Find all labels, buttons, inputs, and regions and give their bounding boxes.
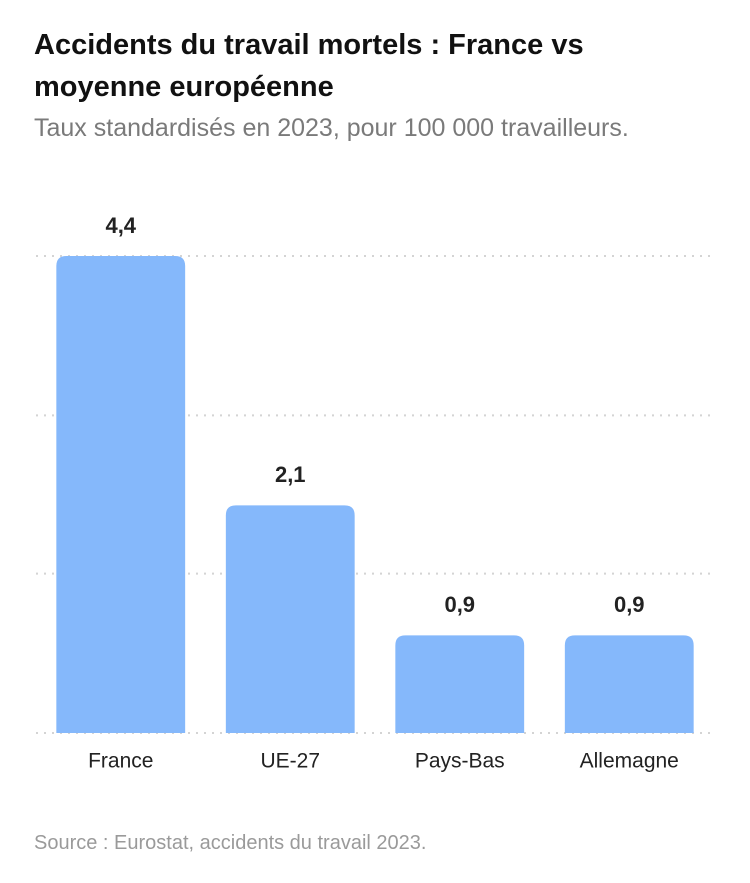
- value-label: 2,1: [275, 462, 306, 487]
- value-label: 0,9: [614, 592, 645, 617]
- value-label: 0,9: [444, 592, 475, 617]
- chart-title: Accidents du travail mortels : France vs…: [34, 29, 584, 103]
- bar: [564, 635, 694, 733]
- x-tick-label: Allemagne: [580, 750, 679, 773]
- x-tick-label: France: [88, 750, 153, 773]
- bar: [56, 256, 186, 733]
- x-tick-label: UE-27: [260, 750, 320, 773]
- x-tick-label: Pays-Bas: [415, 750, 505, 773]
- source-note: Source : Eurostat, accidents du travail …: [34, 832, 427, 854]
- bar: [395, 635, 525, 733]
- bar: [225, 505, 355, 733]
- chart-subtitle: Taux standardisés en 2023, pour 100 000 …: [34, 114, 629, 142]
- value-label: 4,4: [105, 213, 136, 238]
